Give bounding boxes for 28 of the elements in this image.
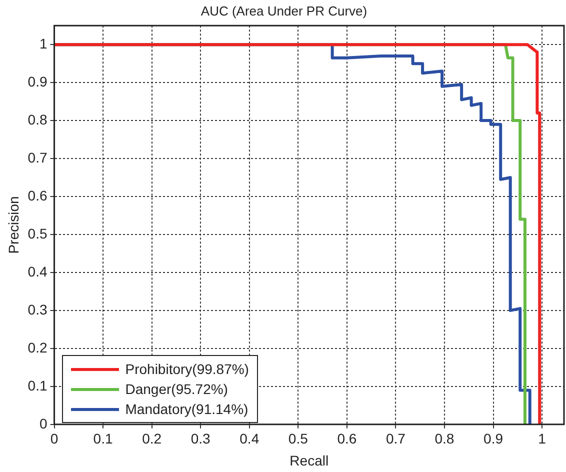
y-tick-label: 0.1 <box>28 377 48 394</box>
x-axis-title: Recall <box>290 452 329 468</box>
y-tick-label: 1 <box>39 35 48 52</box>
legend-label: Prohibitory(99.87%) <box>125 361 249 378</box>
x-tick-label: 0.5 <box>288 430 308 447</box>
legend-label: Danger(95.72%) <box>125 381 228 398</box>
y-tick-label: 0.6 <box>28 187 48 204</box>
x-tick-label: 0 <box>50 430 58 447</box>
y-tick-label: 0 <box>39 415 48 432</box>
y-tick-label: 0.9 <box>28 73 48 90</box>
x-tick-label: 1 <box>538 430 546 447</box>
y-tick-label: 0.4 <box>28 263 48 280</box>
x-tick-label: 0.6 <box>337 430 357 447</box>
y-tick-label: 0.8 <box>28 111 48 128</box>
x-tick-label: 0.2 <box>142 430 162 447</box>
x-tick-label: 0.3 <box>190 430 211 447</box>
legend-label: Mandatory(91.14%) <box>125 401 248 418</box>
y-tick-label: 0.3 <box>28 301 48 318</box>
x-tick-label: 0.1 <box>93 430 113 447</box>
x-tick-label: 0.9 <box>484 430 504 447</box>
y-axis-title: Precision <box>5 196 22 254</box>
x-tick-label: 0.4 <box>240 430 260 447</box>
chart-title: AUC (Area Under PR Curve) <box>200 3 368 18</box>
x-tick-label: 0.8 <box>434 430 454 447</box>
y-tick-label: 0.2 <box>28 339 48 356</box>
y-tick-label: 0.5 <box>28 225 48 242</box>
x-tick-label: 0.7 <box>386 430 406 447</box>
y-tick-label: 0.7 <box>28 149 48 166</box>
